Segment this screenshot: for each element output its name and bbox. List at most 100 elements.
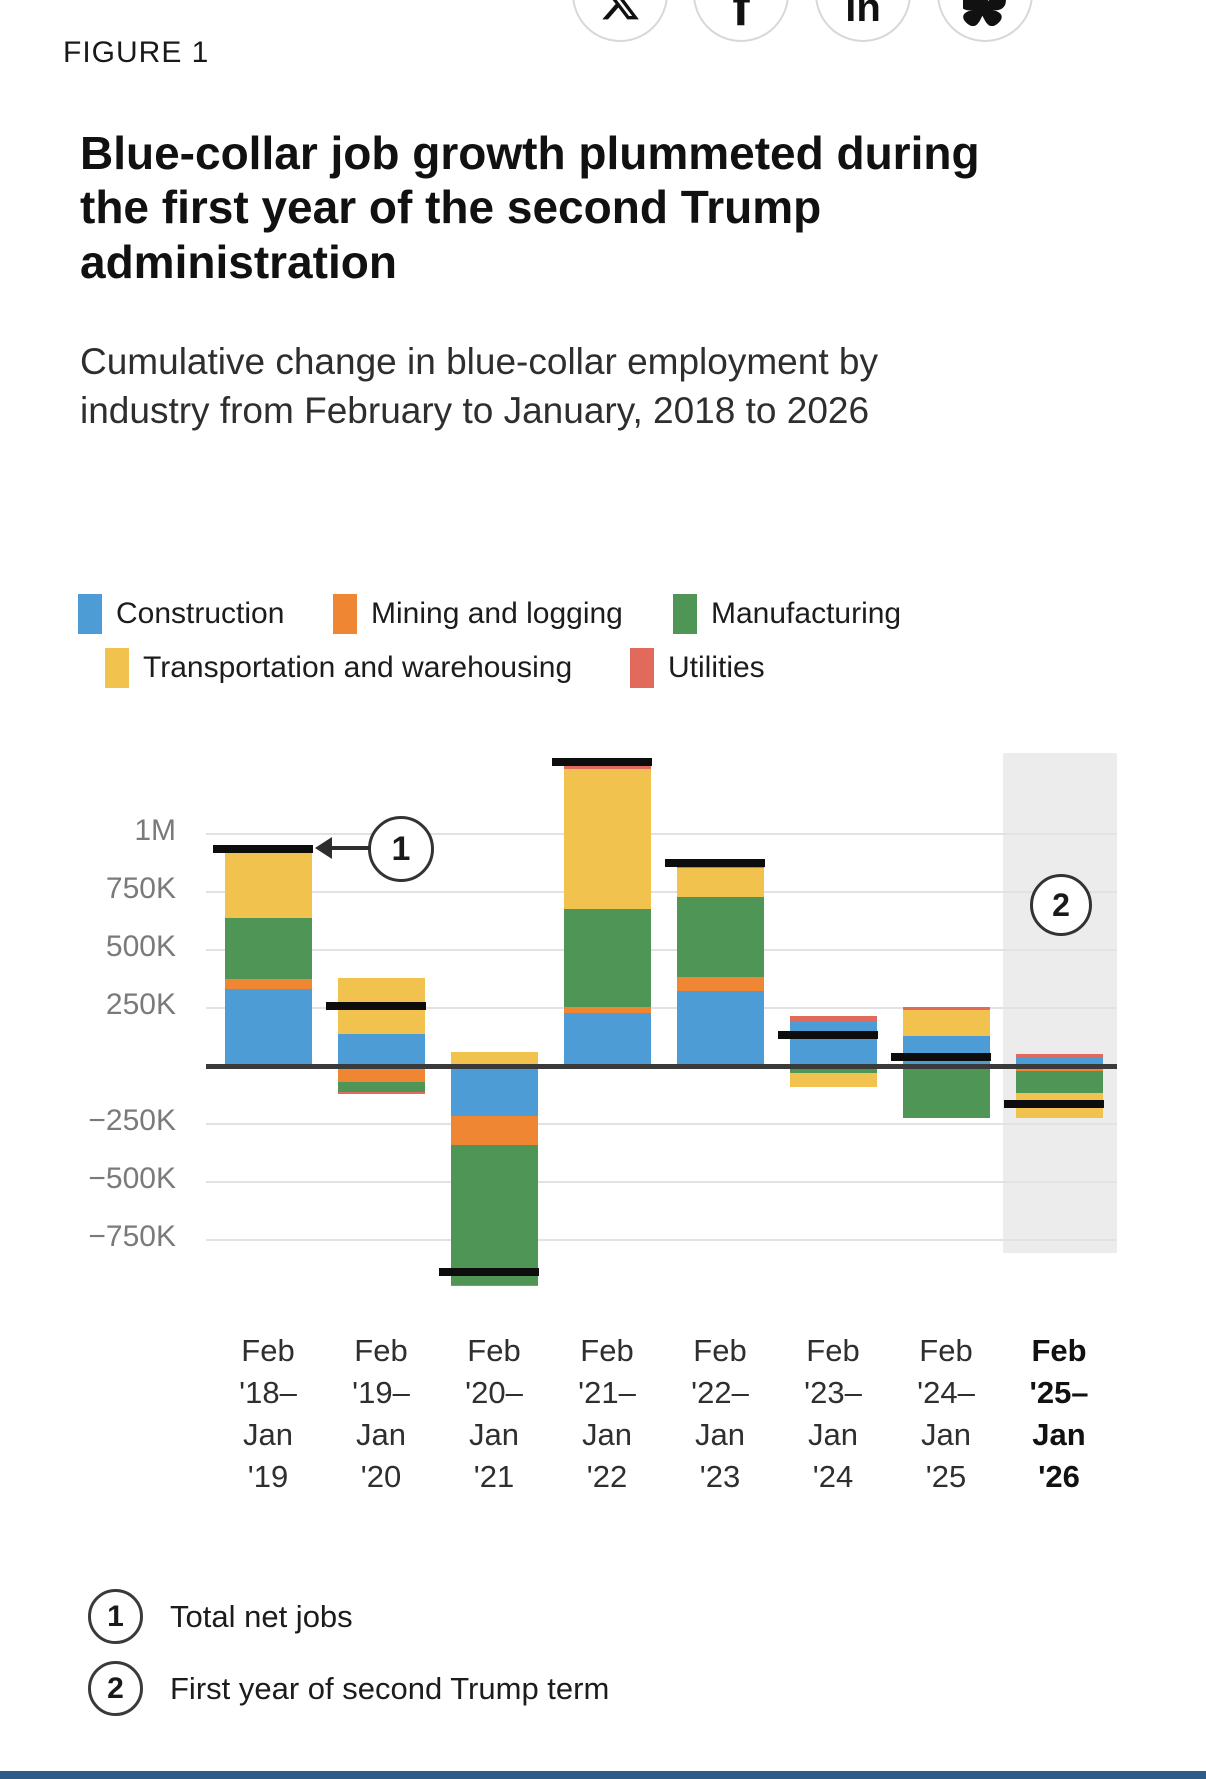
legend-item-transportation-and-warehousing: Transportation and warehousing [105, 647, 572, 689]
x-label-2: Feb '19– Jan '20 [352, 1333, 410, 1495]
legend-item-mining-and-logging: Mining and logging [333, 593, 623, 635]
x-label-1: Feb '18– Jan '19 [239, 1333, 297, 1495]
figure-label: FIGURE 1 [63, 36, 210, 69]
bar-4-construction [563, 1012, 651, 1066]
y-tick-750K: 750K [105, 872, 176, 905]
share-bluesky-button[interactable] [937, 0, 1033, 42]
total-net-jobs-marker-3 [439, 1268, 539, 1277]
bar-6-construction [789, 1021, 877, 1066]
bar-7-utilities [902, 1006, 990, 1011]
total-net-jobs-marker-1 [213, 845, 313, 854]
legend-swatch-icon [105, 648, 129, 688]
legend-label: Transportation and warehousing [143, 651, 573, 684]
gridline-750K [206, 891, 1117, 893]
legend-swatch-icon [78, 594, 102, 634]
bar-1-manufacturing [224, 917, 312, 979]
share-linkedin-button[interactable]: in [815, 0, 911, 42]
footnote-1-text: Total net jobs [170, 1598, 353, 1634]
y-tick-−500K: −500K [88, 1162, 176, 1195]
bar-5-construction [676, 990, 764, 1066]
legend-item-utilities: Utilities [630, 647, 765, 689]
facebook-icon: f [732, 0, 750, 37]
bar-4-utilities [563, 764, 651, 770]
footnote-second-trump-term: 2 First year of second Trump term [88, 1661, 609, 1716]
annotation-1-arrow [330, 846, 370, 850]
highlight-column-feb25-jan26 [1003, 753, 1117, 1253]
gridline-−250K [206, 1123, 1117, 1125]
y-tick-−750K: −750K [88, 1220, 176, 1253]
x-label-3: Feb '20– Jan '21 [465, 1333, 523, 1495]
legend-label: Mining and logging [371, 597, 623, 630]
bar-3-transportation-and-warehousing [450, 1052, 538, 1066]
bar-1-mining-and-logging [224, 979, 312, 990]
bar-4-manufacturing [563, 909, 651, 1007]
bar-2-mining-and-logging [337, 1066, 425, 1083]
y-tick-500K: 500K [105, 930, 176, 963]
legend-label: Manufacturing [711, 597, 902, 630]
bar-7-transportation-and-warehousing [902, 1010, 990, 1036]
zero-axis-line [206, 1063, 1117, 1069]
bar-3-mining-and-logging [450, 1115, 538, 1145]
bar-6-utilities [789, 1016, 877, 1022]
gridline-−500K [206, 1181, 1117, 1183]
bar-8-construction [1015, 1057, 1103, 1066]
annotation-1-circle: 1 [368, 816, 434, 882]
bluesky-icon [958, 0, 1007, 31]
legend-label: Construction [116, 597, 285, 630]
bar-3-manufacturing [450, 1144, 538, 1286]
footnote-total-net-jobs: 1 Total net jobs [88, 1589, 353, 1644]
footnote-1-badge: 1 [88, 1589, 143, 1644]
y-tick-250K: 250K [105, 988, 176, 1021]
footnote-2-text: First year of second Trump term [170, 1670, 610, 1706]
x-label-4: Feb '21– Jan '22 [578, 1333, 636, 1495]
bar-1-construction [224, 989, 312, 1066]
y-tick-−250K: −250K [88, 1104, 176, 1137]
bar-2-construction [337, 1033, 425, 1066]
share-x-button[interactable] [572, 0, 668, 42]
gridline-500K [206, 949, 1117, 951]
legend-item-manufacturing: Manufacturing [673, 593, 901, 635]
total-net-jobs-marker-8 [1004, 1100, 1104, 1109]
total-net-jobs-marker-2 [326, 1001, 426, 1010]
bar-5-transportation-and-warehousing [676, 867, 764, 897]
bar-2-utilities [337, 1091, 425, 1094]
x-label-5: Feb '22– Jan '23 [691, 1333, 749, 1495]
legend-item-construction: Construction [78, 593, 284, 635]
legend-swatch-icon [333, 594, 357, 634]
linkedin-icon: in [845, 0, 881, 30]
x-label-6: Feb '23– Jan '24 [804, 1333, 862, 1495]
bar-5-manufacturing [676, 896, 764, 977]
x-icon [600, 0, 640, 33]
bar-6-manufacturing [789, 1066, 877, 1073]
bar-6-transportation-and-warehousing [789, 1072, 877, 1087]
annotation-2-circle: 2 [1030, 874, 1092, 936]
legend-label: Utilities [668, 651, 765, 684]
gridline-1M [206, 833, 1117, 835]
bar-7-manufacturing [902, 1068, 990, 1119]
total-net-jobs-marker-6 [778, 1030, 878, 1039]
legend-swatch-icon [630, 648, 654, 688]
bar-3-construction [450, 1066, 538, 1116]
bar-4-transportation-and-warehousing [563, 769, 651, 910]
bar-8-manufacturing [1015, 1070, 1103, 1093]
bar-3-utilities [450, 1285, 538, 1287]
bar-8-utilities [1015, 1054, 1103, 1058]
bar-1-transportation-and-warehousing [224, 849, 312, 918]
gridline-250K [206, 1007, 1117, 1009]
legend-swatch-icon [673, 594, 697, 634]
total-net-jobs-marker-4 [552, 758, 652, 767]
total-net-jobs-marker-7 [891, 1052, 991, 1061]
x-label-8: Feb '25– Jan '26 [1029, 1333, 1089, 1495]
bar-7-construction [902, 1035, 990, 1066]
bottom-bar [0, 1771, 1206, 1779]
gridline-−750K [206, 1239, 1117, 1241]
bar-4-mining-and-logging [563, 1006, 651, 1013]
bar-2-manufacturing [337, 1082, 425, 1092]
chart-subtitle: Cumulative change in blue-collar employm… [80, 341, 878, 431]
share-facebook-button[interactable]: f [693, 0, 789, 42]
y-tick-1M: 1M [134, 814, 176, 847]
chart-title: Blue-collar job growth plummeted during … [80, 127, 980, 288]
bar-5-mining-and-logging [676, 976, 764, 991]
x-label-7: Feb '24– Jan '25 [917, 1333, 975, 1495]
